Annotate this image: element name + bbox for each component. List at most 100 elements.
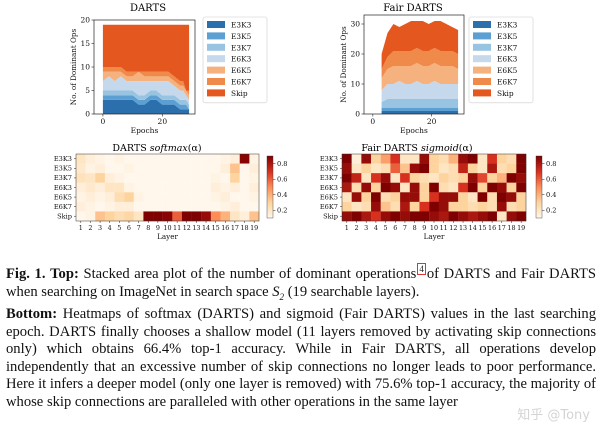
heatmap-cell — [191, 154, 202, 164]
footnote-link[interactable]: 4 — [417, 263, 426, 276]
row-label-e3k7: E3K7 — [54, 174, 72, 182]
heatmap-cell — [342, 154, 352, 164]
col-label-3: 3 — [98, 224, 102, 232]
heatmap-cell — [143, 182, 154, 193]
colorbar-tick-label: 0.8 — [546, 160, 557, 168]
heatmap-cell — [448, 201, 459, 212]
heatmap-cell — [249, 201, 260, 212]
area-series-e6k5 — [381, 63, 459, 90]
heatmap-cell — [477, 163, 488, 174]
heatmap-cell — [85, 163, 96, 174]
heatmap-cell — [181, 163, 192, 174]
heatmap-cell — [409, 201, 420, 212]
fair-darts-colorbar: 0.2 0.4 0.6 0.8 — [535, 155, 557, 219]
heatmap-cell — [390, 201, 401, 212]
heatmap-cell — [390, 192, 401, 203]
heatmap-cell — [371, 173, 381, 183]
heatmap-cell — [162, 211, 173, 222]
heatmap-cell — [114, 201, 125, 212]
y-tick-label: 0 — [355, 110, 360, 119]
heatmap-cell — [172, 192, 183, 203]
heatmap-cell — [143, 201, 154, 212]
heatmap-cell — [85, 211, 96, 222]
legend-label-e3k3: E3K3 — [497, 21, 518, 30]
col-label-17: 17 — [231, 224, 239, 232]
heatmap-cell — [249, 192, 260, 203]
heatmap-cell — [409, 163, 420, 174]
heatmap-cell — [124, 211, 134, 222]
heatmap-cell — [516, 182, 527, 193]
heatmap-cell — [516, 173, 527, 183]
col-label-8: 8 — [146, 224, 150, 232]
heatmap-cell — [409, 173, 420, 183]
legend-label-e6k7: E6K7 — [231, 78, 252, 87]
y-axis-label: No. of Dominant Ops — [69, 28, 78, 105]
legend-swatch-e6k7 — [473, 78, 491, 85]
heatmap-cell — [438, 201, 449, 212]
heatmap-cell — [210, 192, 221, 203]
heatmap-cell — [371, 154, 381, 164]
heatmap-cell — [239, 211, 250, 222]
heatmap-cell — [419, 173, 430, 183]
heatmap-cell — [230, 192, 240, 203]
heatmap-cell — [143, 163, 154, 174]
heatmap-cell — [429, 192, 439, 203]
area-series-e3k3 — [381, 111, 459, 114]
heatmap-cell — [249, 154, 260, 164]
heatmap-cell — [429, 173, 439, 183]
area-series-e3k5 — [381, 108, 459, 111]
heatmap-cell — [361, 163, 372, 174]
heatmap-cell — [351, 201, 362, 212]
heatmap-cell — [239, 163, 250, 174]
heatmap-cell — [210, 154, 221, 164]
zhihu-watermark: 知乎 @Tony — [517, 408, 590, 423]
legend-label-skip: Skip — [497, 89, 514, 98]
plot-frame — [363, 14, 465, 115]
y-tick-label: 5 — [85, 86, 90, 95]
heatmap-cell — [448, 154, 459, 164]
heatmap-cell — [419, 163, 430, 174]
heatmap-cell — [380, 192, 391, 203]
y-tick-label: 0 — [85, 110, 90, 119]
heatmap-cell — [477, 173, 488, 183]
legend-swatch-e3k7 — [207, 43, 225, 51]
x-tick-label: 20 — [427, 117, 437, 126]
legend-label-e3k5: E3K5 — [497, 32, 518, 41]
heatmap-cell — [458, 201, 469, 212]
heatmap-cell — [380, 182, 391, 193]
legend-swatch-e3k7 — [473, 43, 491, 51]
x-tick-label: 20 — [158, 117, 168, 126]
fair-heatmap-title: Fair DARTS sigmoid(α) — [361, 143, 472, 154]
heatmap-cell — [201, 154, 211, 164]
heatmap-cell — [496, 163, 507, 174]
legend-label-e3k3: E3K3 — [231, 21, 252, 30]
heatmap-cell — [133, 154, 144, 164]
heatmap-cell — [191, 201, 202, 212]
heatmap-cell — [342, 211, 352, 222]
heatmap-cell — [390, 211, 401, 222]
heatmap-cell — [162, 192, 173, 203]
heatmap-cell — [390, 163, 401, 174]
x-tick-label: 0 — [370, 117, 375, 126]
heatmap-cell — [458, 163, 469, 174]
heatmap-cell — [467, 163, 478, 174]
heatmap-cell — [467, 182, 478, 193]
y-tick-label: 15 — [80, 39, 90, 48]
col-label-9: 9 — [422, 224, 426, 232]
row-label-e3k7: E3K7 — [320, 174, 338, 182]
legend-swatch-e6k5 — [207, 66, 225, 74]
heatmap-cell — [380, 154, 391, 164]
heatmap-cell — [249, 211, 260, 222]
col-label-15: 15 — [478, 224, 486, 232]
heatmap-cell — [124, 154, 134, 164]
col-label-4: 4 — [108, 224, 112, 232]
heatmap-cell — [361, 211, 372, 222]
heatmap-cell — [371, 182, 381, 193]
heatmap-cell — [85, 173, 96, 183]
heatmap-cell — [230, 211, 240, 222]
col-label-19: 19 — [250, 224, 258, 232]
heatmap-cell — [390, 182, 401, 193]
row-label-e6k3: E6K3 — [320, 184, 338, 192]
heatmap-cell — [371, 211, 381, 222]
